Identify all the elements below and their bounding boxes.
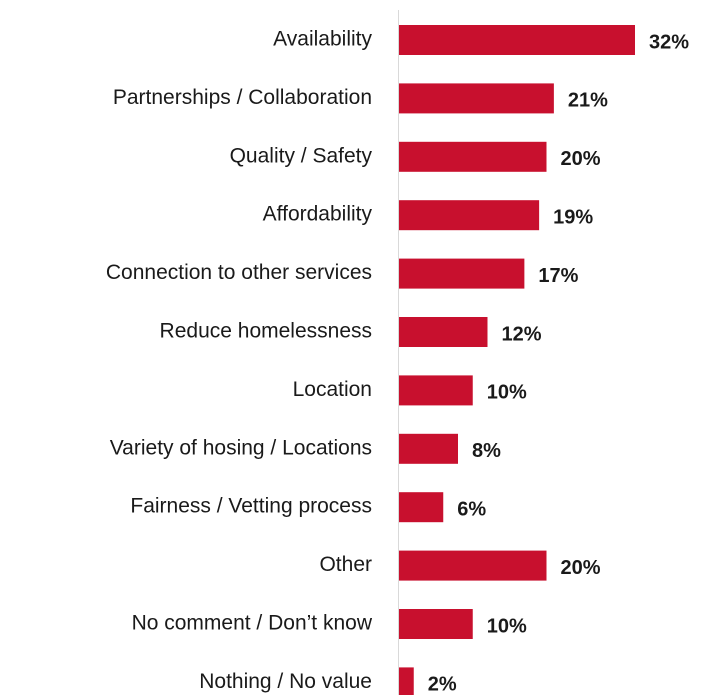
bar [399,25,635,55]
value-label: 12% [502,323,542,345]
category-label: Quality / Safety [230,144,373,167]
bar [399,83,554,114]
value-label: 10% [487,382,527,404]
category-label: Reduce homelessness [160,320,372,343]
bar [399,317,488,347]
bar [399,258,525,289]
category-label: Connection to other services [106,261,372,284]
category-label: Location [293,378,372,401]
bar [399,200,540,231]
value-label: 6% [457,498,486,520]
value-label: 20% [561,148,601,170]
bar [399,433,458,464]
bar [399,667,414,695]
value-label: 8% [472,440,501,462]
category-label: Fairness / Vetting process [130,495,372,518]
category-label: Variety of hosing / Locations [110,436,372,459]
value-label: 20% [561,557,601,579]
value-label: 2% [428,674,457,695]
value-label: 19% [553,206,593,228]
value-label: 21% [568,90,608,112]
bar [399,550,547,581]
category-label: Availability [273,28,372,51]
value-label: 17% [538,265,578,287]
value-label: 10% [487,615,527,637]
category-label: No comment / Don’t know [132,612,373,635]
bar [399,375,473,406]
value-label: 32% [649,31,689,53]
bar [399,609,473,639]
bar [399,141,547,172]
category-label: Nothing / No value [199,670,372,693]
category-label: Other [319,553,372,576]
bar [399,492,444,523]
category-label: Affordability [263,203,373,226]
category-label: Partnerships / Collaboration [113,86,372,109]
